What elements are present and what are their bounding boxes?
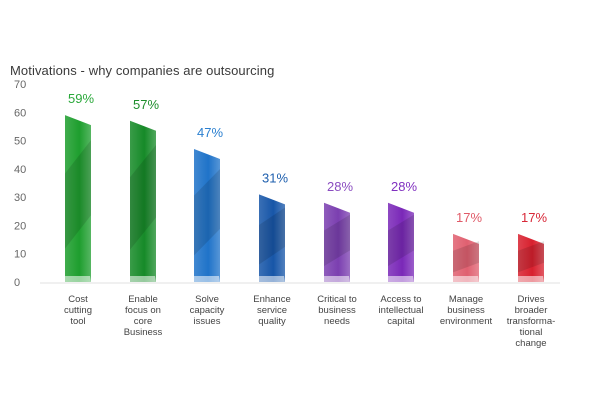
category-label-line: tool [70,316,85,327]
bar-facet [259,207,285,265]
bar [453,233,479,282]
value-label: 17% [521,210,547,225]
category-label-line: environment [440,316,493,327]
category-label-line: Business [124,327,163,338]
bar-base [388,276,414,282]
value-label: 47% [197,125,223,140]
value-label: 17% [456,210,482,225]
y-tick-label: 50 [14,136,26,148]
category-label-line: cutting [64,305,92,316]
bar-facet [130,144,156,250]
category-label: Critical to business needs [317,294,357,327]
category-label: Drives broader transforma-tional change [507,294,556,349]
bar-facet [388,214,414,267]
category-label-line: business [447,305,485,316]
category-label: Solve capacity issues [190,294,225,327]
category-label-line: issues [194,316,221,327]
bar [324,202,350,282]
value-label: 28% [391,179,417,194]
category-label: Access to intellectual capital [379,294,424,327]
bar-base [324,276,350,282]
chart-title: Motivations - why companies are outsourc… [10,63,275,78]
y-tick-label: 10 [14,249,26,261]
category-label-line: capital [387,316,414,327]
category-label-line: capacity [190,305,225,316]
bar [259,194,285,282]
category-label-line: tional [520,327,543,338]
bar-facet [453,241,479,273]
category-label-line: Drives [518,294,545,305]
bar [130,120,156,283]
y-tick-label: 40 [14,164,26,176]
category-label-line: broader [515,305,548,316]
bar [388,202,414,282]
category-labels: Cost cutting tool Enable focus on core Busines… [64,294,555,349]
bar [518,233,544,282]
y-tick-label: 30 [14,192,26,204]
bar-base [194,276,220,282]
category-label-line: transforma- [507,316,556,327]
bar-base [65,276,91,282]
category-label-line: Cost [68,294,88,305]
bar-facet [194,168,220,256]
y-tick-label: 0 [14,277,20,289]
category-label-line: Solve [195,294,219,305]
category-label-line: change [515,338,546,349]
category-label-line: needs [324,316,350,327]
bar [194,149,220,282]
value-label: 59% [68,91,94,106]
y-tick-label: 60 [14,107,26,119]
bar-base [130,276,156,282]
bar-facet [518,241,544,273]
category-label: Manage business environment [440,294,493,327]
category-label-line: Enhance [253,294,291,305]
category-label-line: quality [258,316,286,327]
category-label-line: Critical to [317,294,357,305]
bar-base [259,276,285,282]
bar-facet [65,140,91,249]
category-label-line: business [318,305,356,316]
value-label: 31% [262,170,288,185]
category-label-line: focus on [125,305,161,316]
category-label-line: Manage [449,294,483,305]
category-label: Enable focus on core Business [124,294,163,338]
y-axis: 0 10 20 30 40 50 60 70 [14,79,560,289]
y-tick-label: 20 [14,220,26,232]
bar-base [518,276,544,282]
category-label-line: Enable [128,294,158,305]
value-label: 28% [327,179,353,194]
value-label: 57% [133,97,159,112]
bar [65,115,91,282]
bar-facet [324,214,350,267]
category-label-line: Access to [380,294,421,305]
category-label-line: core [134,316,152,327]
bar-base [453,276,479,282]
y-tick-label: 70 [14,79,26,91]
bars: 59% 57% 47% 31% 28% 28% 17% 17% [65,91,547,283]
category-label-line: service [257,305,287,316]
category-label: Cost cutting tool [64,294,92,327]
category-label: Enhance service quality [253,294,291,327]
category-label-line: intellectual [379,305,424,316]
